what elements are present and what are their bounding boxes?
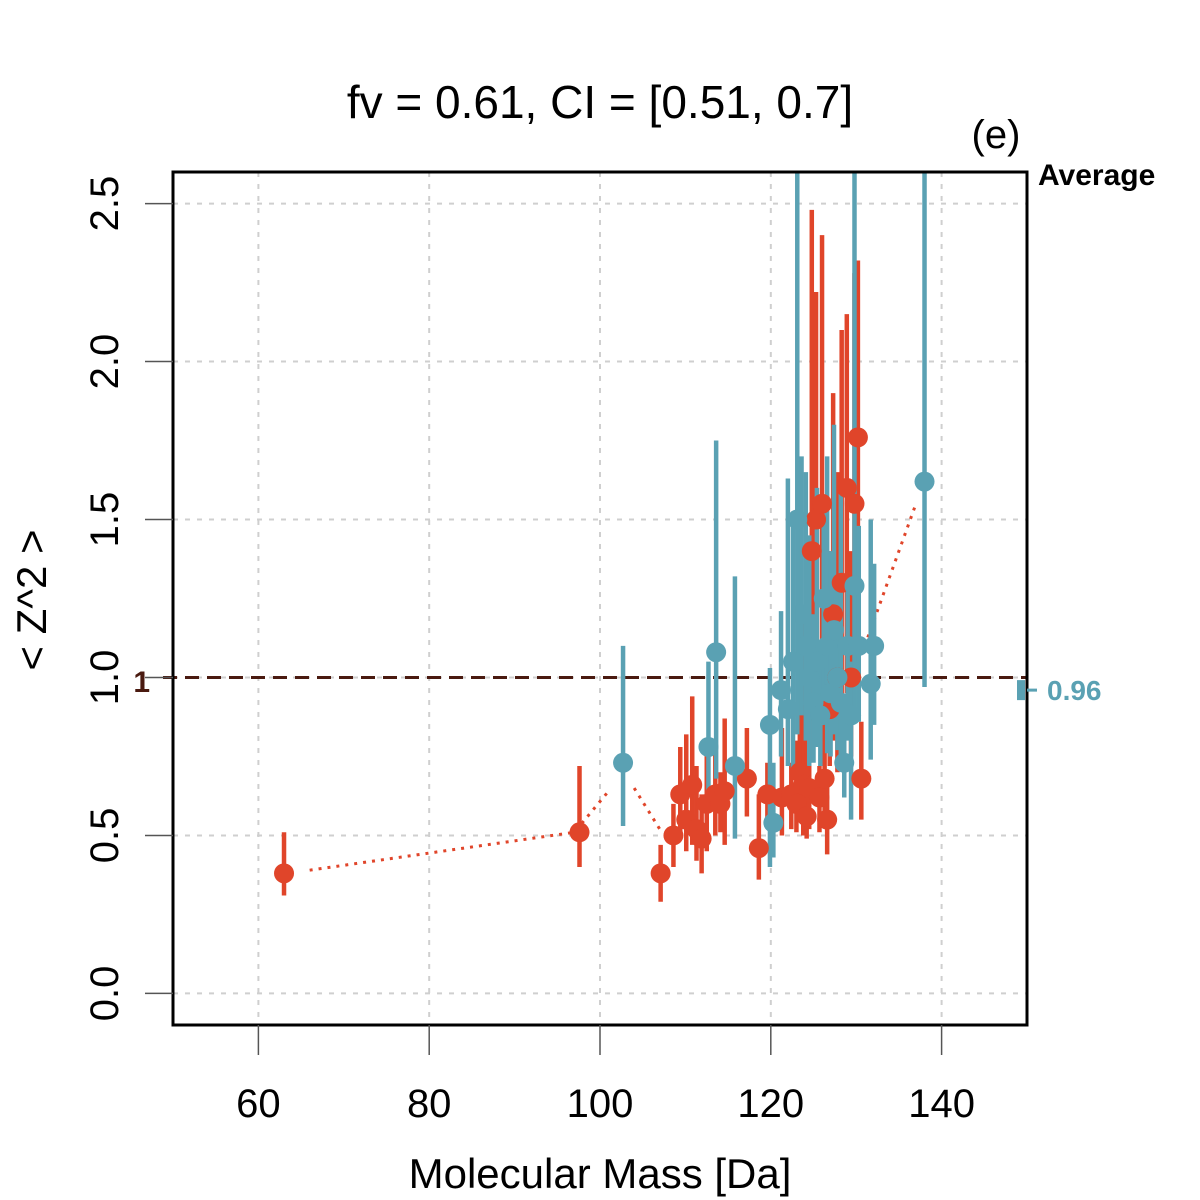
red-point: [274, 863, 295, 884]
blue-point: [799, 667, 820, 688]
red-point: [851, 768, 872, 789]
x-axis-title: Molecular Mass [Da]: [409, 1150, 792, 1197]
blue-point: [795, 635, 816, 656]
y-tick-label: 2.5: [83, 176, 127, 232]
chart-title: fv = 0.61, CI = [0.51, 0.7]: [347, 76, 853, 128]
average-value-label: 0.96: [1047, 675, 1102, 706]
blue-point: [763, 812, 784, 833]
blue-point: [787, 509, 808, 530]
red-point: [736, 768, 757, 789]
blue-point: [771, 680, 792, 701]
blue-point: [698, 736, 719, 757]
x-tick-label: 140: [908, 1082, 975, 1126]
red-point: [663, 825, 684, 846]
x-tick-label: 100: [567, 1082, 634, 1126]
panel-label: (e): [972, 113, 1021, 157]
error-bars-layer: [281, 172, 927, 902]
red-point: [841, 667, 862, 688]
points-layer: [274, 427, 935, 884]
ticks-layer: 60 80 100 120 140 0.0 0.5 1.0 1.5 2.0 2.5: [83, 176, 975, 1126]
red-point: [823, 604, 844, 625]
red-point: [748, 838, 769, 859]
y-tick-label: 0.5: [83, 808, 127, 864]
average-panel-title: Average: [1038, 159, 1155, 192]
y-tick-label: 0.0: [83, 966, 127, 1022]
blue-point: [860, 673, 881, 694]
blue-point: [810, 705, 831, 726]
y-tick-label: 2.0: [83, 334, 127, 390]
red-point: [812, 493, 833, 514]
x-tick-label: 120: [737, 1082, 804, 1126]
blue-point: [806, 651, 827, 672]
y-tick-label: 1.0: [83, 650, 127, 706]
blue-point: [864, 635, 885, 656]
red-point: [796, 806, 817, 827]
blue-point: [844, 575, 865, 596]
red-point: [814, 768, 835, 789]
blue-point: [706, 642, 727, 663]
blue-point: [813, 588, 834, 609]
grid-layer: [173, 172, 1027, 1025]
blue-point: [914, 471, 935, 492]
y-tick-label: 1.5: [83, 492, 127, 548]
blue-point: [817, 635, 838, 656]
blue-point: [827, 667, 848, 688]
red-point: [650, 863, 671, 884]
x-tick-label: 80: [407, 1082, 452, 1126]
blue-point: [613, 752, 634, 773]
reference-line-label: 1: [133, 666, 150, 699]
red-point: [691, 828, 712, 849]
blue-point: [834, 752, 855, 773]
average-panel: 0.96: [1017, 675, 1102, 706]
red-point: [817, 809, 838, 830]
red-point: [809, 787, 830, 808]
x-tick-label: 60: [236, 1082, 281, 1126]
red-point: [714, 781, 735, 802]
red-point: [682, 774, 703, 795]
red-point: [801, 541, 822, 562]
red-point: [847, 427, 868, 448]
blue-point: [724, 755, 745, 776]
blue-point: [841, 705, 862, 726]
plot-frame: [171, 170, 1029, 1027]
blue-point: [791, 604, 812, 625]
red-point: [836, 477, 857, 498]
red-point: [569, 822, 590, 843]
average-marker: [1017, 680, 1025, 701]
blue-point: [823, 620, 844, 641]
red-point: [844, 493, 865, 514]
y-axis-title: < Z^2 >: [8, 529, 55, 670]
blue-point: [848, 635, 869, 656]
blue-point: [783, 651, 804, 672]
trend-line: [632, 787, 662, 830]
red-point: [806, 509, 827, 530]
blue-point: [777, 699, 798, 720]
trend-line: [309, 790, 610, 872]
blue-point: [759, 714, 780, 735]
